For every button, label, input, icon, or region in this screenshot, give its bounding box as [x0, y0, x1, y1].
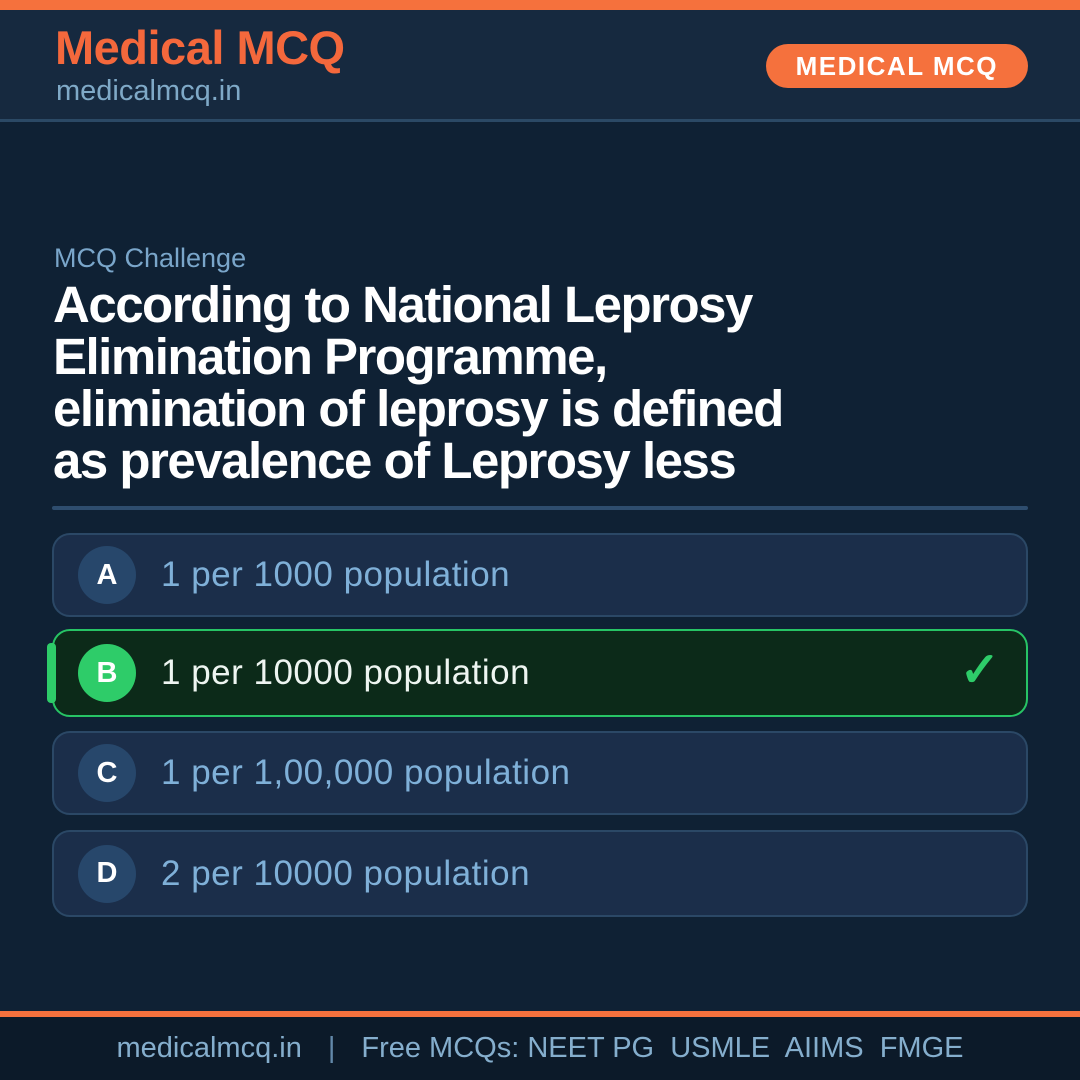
- brand-subtitle: medicalmcq.in: [56, 75, 242, 107]
- option-c-letter-badge: C: [78, 744, 136, 802]
- option-a-label: 1 per 1000 population: [161, 555, 511, 594]
- footer: medicalmcq.in | Free MCQs: NEET PG USMLE…: [0, 1017, 1080, 1080]
- brand-title: Medical MCQ: [55, 21, 345, 74]
- option-a-letter-badge: A: [78, 546, 136, 604]
- brand-badge: MEDICAL MCQ: [765, 44, 1028, 88]
- question-line: Elimination Programme,: [53, 328, 608, 385]
- option-a[interactable]: A 1 per 1000 population: [52, 533, 1028, 617]
- footer-separator: |: [327, 1032, 336, 1064]
- option-d[interactable]: D 2 per 10000 population: [52, 830, 1028, 917]
- quiz-category-label: MCQ Challenge: [54, 243, 247, 273]
- question-line: as prevalence of Leprosy less: [53, 432, 737, 489]
- question-line: elimination of leprosy is defined: [53, 380, 784, 437]
- question-options-divider: [52, 506, 1028, 510]
- correct-check-icon: ✓: [959, 644, 1000, 698]
- option-c-label: 1 per 1,00,000 population: [161, 753, 571, 792]
- question-title: According to National Leprosy Eliminatio…: [53, 276, 784, 489]
- option-b-correct[interactable]: B 1 per 10000 population ✓: [47, 629, 1028, 717]
- footer-site-text: medicalmcq.in: [116, 1032, 302, 1064]
- option-b-label: 1 per 10000 population: [161, 653, 531, 692]
- top-accent-bar: [0, 0, 1080, 10]
- question-line: According to National Leprosy: [53, 276, 753, 333]
- option-b-letter-badge: B: [78, 644, 136, 702]
- option-d-letter-badge: D: [78, 844, 136, 903]
- option-d-label: 2 per 10000 population: [161, 853, 531, 893]
- selected-accent-bar: [47, 643, 56, 703]
- footer-tagline: Free MCQs: NEET PG USMLE AIIMS FMGE: [361, 1032, 964, 1064]
- header: Medical MCQ medicalmcq.in MEDICAL MCQ: [0, 10, 1080, 122]
- options-list: A 1 per 1000 population B 1 per 10000 po…: [47, 533, 1028, 918]
- footer-accent-bar: [0, 1011, 1080, 1017]
- option-c[interactable]: C 1 per 1,00,000 population: [52, 731, 1028, 815]
